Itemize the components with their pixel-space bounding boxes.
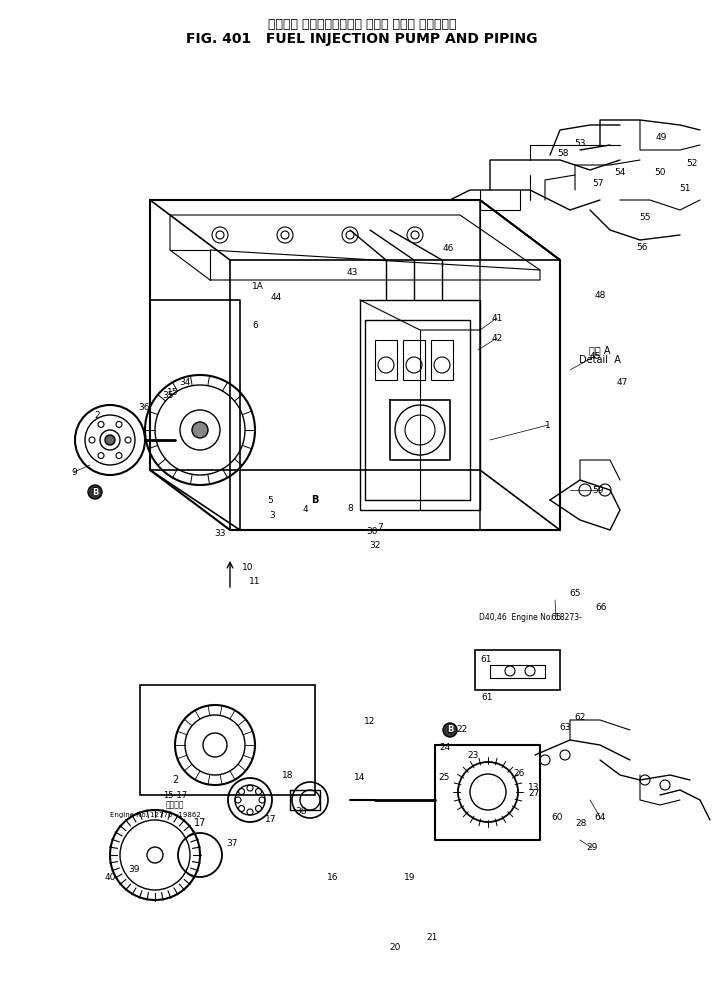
Text: 20: 20: [390, 944, 400, 952]
Text: 46: 46: [442, 243, 454, 252]
Text: 66: 66: [595, 603, 607, 612]
Text: 59: 59: [592, 486, 604, 494]
Text: 15: 15: [167, 388, 179, 397]
Text: 9: 9: [71, 468, 77, 477]
Text: 17: 17: [194, 818, 206, 828]
Text: 19: 19: [404, 873, 416, 882]
Text: 1A: 1A: [252, 282, 264, 291]
Text: 52: 52: [686, 158, 698, 167]
Text: 48: 48: [594, 291, 606, 300]
Text: 53: 53: [574, 138, 586, 147]
Text: 56: 56: [636, 242, 648, 251]
Text: 57: 57: [592, 178, 604, 188]
Text: 45: 45: [589, 351, 601, 361]
Text: 41: 41: [492, 314, 502, 322]
Text: 39: 39: [128, 865, 140, 874]
Text: 18: 18: [282, 770, 294, 779]
Text: 35: 35: [162, 391, 174, 400]
Text: 15-17: 15-17: [163, 790, 187, 799]
Text: 38: 38: [295, 807, 307, 817]
Text: 24: 24: [439, 744, 450, 753]
Circle shape: [192, 422, 208, 438]
Text: 51: 51: [679, 184, 691, 193]
Text: 21: 21: [426, 934, 438, 943]
Text: 10: 10: [243, 563, 253, 572]
Text: 44: 44: [270, 293, 282, 302]
Text: 60: 60: [551, 814, 563, 823]
Text: 7: 7: [377, 522, 383, 531]
Text: 40: 40: [104, 873, 116, 882]
Text: 14: 14: [354, 773, 366, 782]
Text: 16: 16: [327, 873, 339, 882]
Text: 29: 29: [586, 844, 598, 853]
Text: 詳細 A: 詳細 A: [589, 345, 611, 355]
Text: 47: 47: [616, 378, 628, 387]
Text: 42: 42: [492, 333, 502, 342]
Text: 37: 37: [226, 839, 237, 848]
Text: 28: 28: [576, 819, 586, 828]
Circle shape: [105, 435, 115, 445]
Text: 62: 62: [574, 713, 586, 723]
Bar: [140, 685, 315, 795]
Text: B: B: [92, 488, 98, 496]
Text: Engine No. 12776~19862: Engine No. 12776~19862: [109, 812, 201, 818]
Text: 61: 61: [480, 656, 492, 665]
Bar: [375, 340, 397, 380]
Text: 12: 12: [364, 717, 376, 727]
Text: 1: 1: [545, 420, 551, 429]
Text: 13: 13: [529, 782, 540, 791]
Text: B: B: [311, 495, 319, 505]
Text: 32: 32: [369, 541, 381, 550]
Text: 43: 43: [346, 267, 358, 277]
Text: B: B: [91, 487, 98, 497]
Text: 30: 30: [366, 527, 378, 536]
Text: 2: 2: [172, 775, 178, 785]
Text: 36: 36: [138, 403, 150, 411]
Text: 23: 23: [467, 752, 479, 761]
Text: 22: 22: [456, 725, 468, 734]
Text: 6: 6: [252, 320, 258, 329]
Text: 50: 50: [654, 167, 666, 176]
Text: 58: 58: [557, 148, 569, 157]
Text: 54: 54: [614, 167, 626, 176]
Text: 使用不可: 使用不可: [166, 800, 184, 810]
Text: 11: 11: [249, 578, 261, 586]
Text: 25: 25: [438, 773, 450, 782]
Text: 65: 65: [550, 612, 562, 621]
Text: B: B: [446, 725, 454, 735]
Text: 17: 17: [265, 816, 277, 825]
Bar: [475, 650, 560, 690]
Circle shape: [88, 485, 102, 499]
Text: 8: 8: [347, 503, 353, 512]
Text: 26: 26: [513, 768, 525, 777]
Text: 61: 61: [481, 693, 493, 702]
Text: 33: 33: [214, 528, 226, 537]
Text: 2: 2: [94, 410, 100, 419]
Text: 65: 65: [569, 588, 581, 597]
Text: 3: 3: [269, 510, 275, 519]
Text: 4: 4: [302, 505, 308, 514]
Text: フェエル インジェクション ポンプ および パイピング: フェエル インジェクション ポンプ および パイピング: [268, 18, 456, 31]
Text: FIG. 401   FUEL INJECTION PUMP AND PIPING: FIG. 401 FUEL INJECTION PUMP AND PIPING: [186, 32, 538, 46]
Text: 49: 49: [655, 133, 667, 141]
Text: B: B: [447, 726, 453, 735]
Circle shape: [443, 723, 457, 737]
Text: 27: 27: [529, 788, 539, 797]
Bar: [431, 340, 453, 380]
Text: D40,46  Engine No. 18273-: D40,46 Engine No. 18273-: [479, 613, 581, 622]
Text: Detail  A: Detail A: [579, 355, 621, 365]
Bar: [403, 340, 425, 380]
Text: 34: 34: [180, 378, 190, 387]
Text: 5: 5: [267, 495, 273, 504]
Text: 64: 64: [594, 813, 606, 822]
Text: 63: 63: [559, 724, 571, 733]
Text: 55: 55: [639, 213, 651, 222]
